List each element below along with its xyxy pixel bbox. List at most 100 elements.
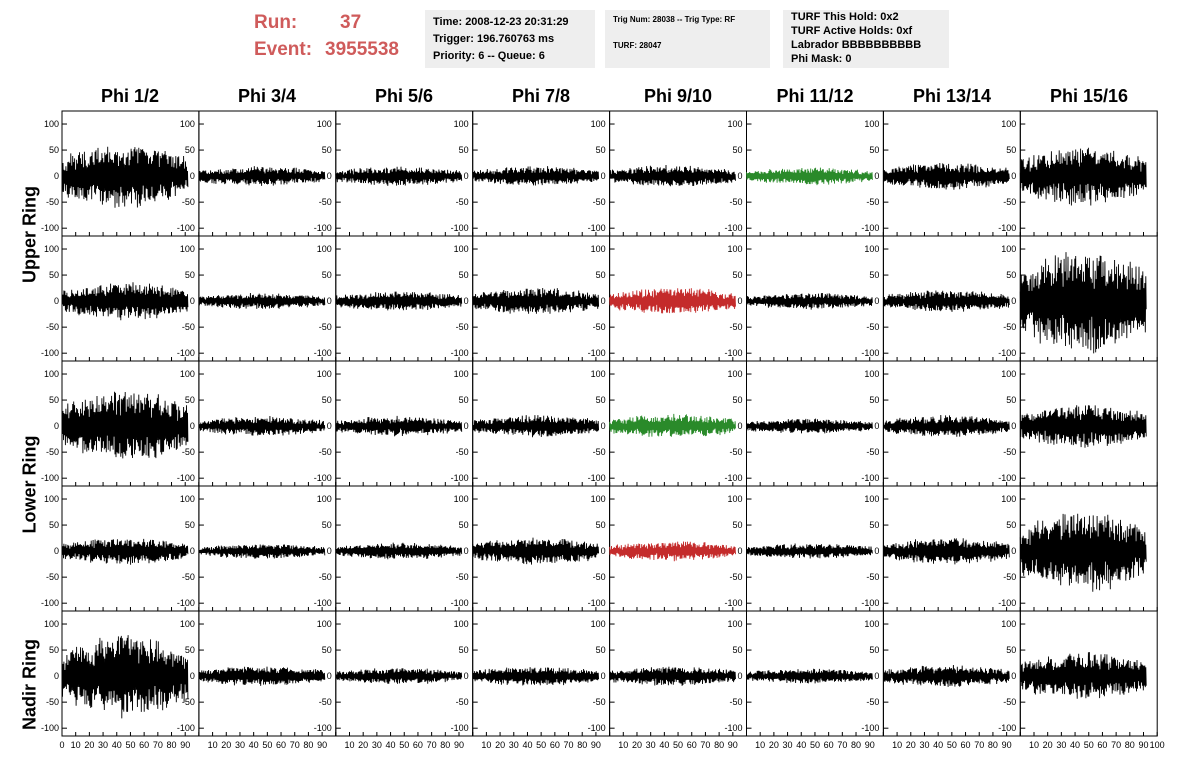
column-header-phi-15-16: Phi 15/16 [1049,86,1129,106]
y-tick-label: -100 [41,723,59,733]
waveform-trace [746,292,873,310]
y-tick-label: -100 [314,473,332,483]
y-tick-label: 50 [322,270,332,280]
trig-num-text: Trig Num: 28038 -- Trig Type: RF [613,15,736,24]
y-tick-label: -50 [1003,322,1016,332]
x-tick-label: 30 [372,740,382,750]
x-tick-label: 40 [386,740,396,750]
y-tick-label: 0 [737,421,742,431]
y-tick-label: -100 [451,473,469,483]
x-tick-label: 10 [1029,740,1039,750]
y-tick-label: 100 [180,494,195,504]
waveform-trace [882,162,1010,190]
y-tick-label: -50 [866,197,879,207]
x-tick-label: 70 [837,740,847,750]
y-tick-label: -50 [866,572,879,582]
y-tick-label: 50 [49,270,59,280]
y-tick-label: -50 [46,697,59,707]
turf-panel: TURF This Hold: 0x2 TURF Active Holds: 0… [783,10,949,68]
y-tick-label: 100 [1001,494,1016,504]
y-tick-label: -50 [182,697,195,707]
y-tick-label: -100 [998,723,1016,733]
y-tick-label: -100 [588,473,606,483]
y-tick-label: 50 [49,395,59,405]
y-tick-label: 0 [464,171,469,181]
turf-text: TURF: 28047 [613,41,662,50]
event-value: 3955538 [325,39,399,61]
x-tick-label: 40 [1070,740,1080,750]
x-tick-label: 40 [522,740,532,750]
y-tick-label: 50 [869,145,879,155]
y-tick-label: 50 [459,520,469,530]
x-tick-label: 40 [796,740,806,750]
x-tick-label: 80 [440,740,450,750]
run-label-text: Run: [254,12,298,33]
x-tick-label: 70 [700,740,710,750]
y-tick-label: 0 [464,421,469,431]
y-tick-label: -100 [998,348,1016,358]
y-tick-label: 0 [54,671,59,681]
y-tick-label: -100 [41,223,59,233]
y-tick-label: 0 [1011,421,1016,431]
y-tick-label: -100 [724,598,742,608]
y-tick-label: 100 [591,119,606,129]
waveform-trace [1019,147,1147,206]
waveform-trace [61,146,189,208]
waveform-trace [1019,405,1147,448]
y-tick-label: 50 [869,270,879,280]
waveform-trace [61,282,189,321]
y-tick-label: 0 [327,171,332,181]
y-tick-label: 100 [864,244,879,254]
y-tick-label: 100 [454,244,469,254]
y-tick-label: 50 [185,645,195,655]
y-tick-label: -50 [319,697,332,707]
y-tick-label: 100 [727,244,742,254]
y-tick-label: 50 [596,645,606,655]
waveform-trace [472,537,600,565]
waveform-trace [746,668,873,684]
y-tick-label: 100 [317,619,332,629]
x-tick-label: 60 [961,740,971,750]
waveform-trace [609,288,736,314]
y-tick-label: 0 [874,171,879,181]
x-tick-label: 60 [276,740,286,750]
y-tick-label: 0 [327,296,332,306]
y-tick-label: -100 [177,723,195,733]
waveform-trace [198,544,326,559]
y-tick-label: 0 [54,421,59,431]
y-tick-label: -50 [456,322,469,332]
y-tick-label: 50 [596,270,606,280]
y-tick-label: -50 [46,197,59,207]
x-tick-label: 80 [577,740,587,750]
waveform-trace [198,666,326,686]
y-tick-label: -100 [588,723,606,733]
y-tick-label: 0 [737,671,742,681]
waveform-trace [1019,652,1147,699]
x-tick-label: 60 [687,740,697,750]
y-tick-label: 100 [591,369,606,379]
y-tick-label: -100 [41,473,59,483]
y-tick-label: -50 [593,447,606,457]
y-tick-label: 50 [49,645,59,655]
x-tick-label: 30 [919,740,929,750]
y-tick-label: 0 [874,546,879,556]
y-tick-label: -100 [177,598,195,608]
y-tick-label: 50 [322,645,332,655]
x-tick-label: 60 [139,740,149,750]
run-label: Run: [254,12,297,34]
column-header-phi-5-6: Phi 5/6 [374,86,434,106]
y-tick-label: -50 [729,572,742,582]
y-tick-label: 100 [591,244,606,254]
y-tick-label: -100 [314,223,332,233]
x-tick-label: 50 [810,740,820,750]
y-tick-label: -50 [319,322,332,332]
y-tick-label: 0 [737,296,742,306]
y-tick-label: 0 [601,546,606,556]
y-tick-label: 100 [44,619,59,629]
waveform-trace [61,391,189,459]
y-tick-label: -100 [314,723,332,733]
y-tick-label: -100 [588,598,606,608]
time-text: Time: 2008-12-23 20:31:29 [433,16,569,28]
y-tick-label: -100 [861,723,879,733]
